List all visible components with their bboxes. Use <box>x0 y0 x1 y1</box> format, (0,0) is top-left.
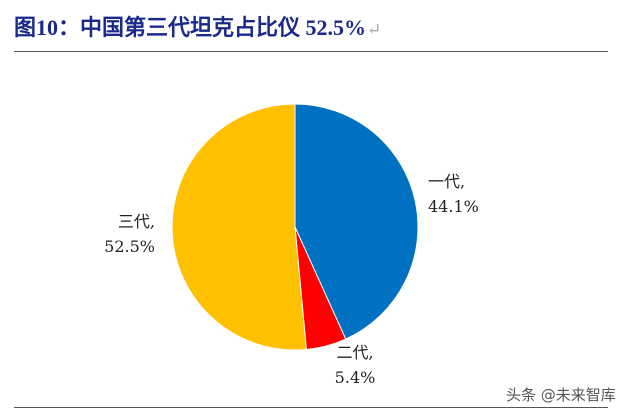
paragraph-mark-icon: ↵ <box>367 20 382 39</box>
pie-slice-1 <box>294 103 419 340</box>
slice-category-label: 一代, <box>428 172 465 191</box>
slice-value-label: 52.5% <box>104 237 155 256</box>
title-text: 图10：中国第三代坦克占比仪 52.5% <box>14 15 367 40</box>
pie-slices <box>171 103 419 351</box>
slice-category-label: 二代, <box>336 343 373 362</box>
slice-value-label: 44.1% <box>428 197 479 216</box>
top-divider <box>14 51 608 52</box>
watermark: 头条 @未来智库 <box>506 386 616 404</box>
slice-value-label: 5.4% <box>335 368 376 387</box>
pie-labels: 一代, 44.1% 二代, 5.4% 三代, 52.5% <box>104 172 479 387</box>
slice-category-label: 三代, <box>118 212 155 231</box>
pie-slice-3 <box>171 103 307 351</box>
bottom-divider <box>14 407 608 408</box>
page-title: 图10：中国第三代坦克占比仪 52.5%↵ <box>14 10 381 42</box>
